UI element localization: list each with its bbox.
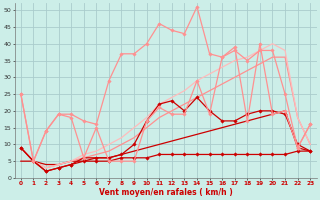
X-axis label: Vent moyen/en rafales ( km/h ): Vent moyen/en rafales ( km/h ): [99, 188, 232, 197]
